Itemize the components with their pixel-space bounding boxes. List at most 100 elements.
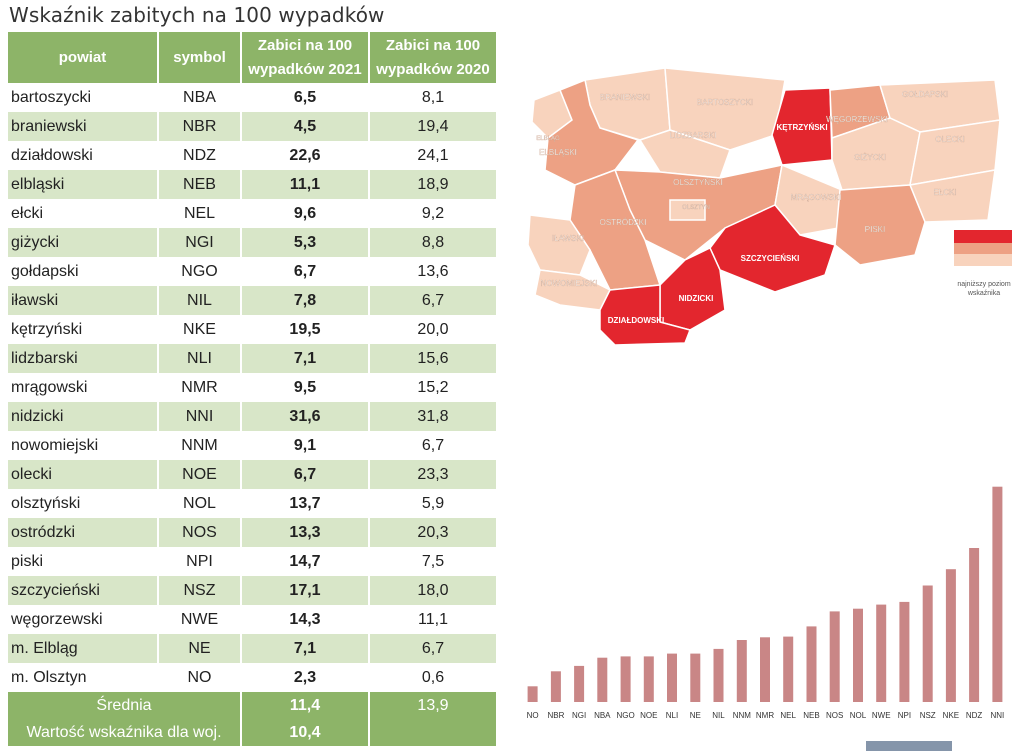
chart-bar-ne xyxy=(690,653,701,702)
summary-row-average: Średnia 11,4 13,9 xyxy=(8,692,498,719)
row-value-2021: 9,1 xyxy=(241,431,370,460)
table-row: nowomiejski NNM 9,1 6,7 xyxy=(8,431,498,460)
row-value-2020: 15,6 xyxy=(369,344,498,373)
row-value-2021: 6,7 xyxy=(241,257,370,286)
map-legend xyxy=(954,230,1012,266)
chart-bar-noe xyxy=(643,656,654,702)
row-name: lidzbarski xyxy=(8,344,159,373)
map-label-nke: KĘTRZYŃSKI xyxy=(776,123,827,132)
row-symbol: NEB xyxy=(158,170,242,199)
row-value-2021: 9,6 xyxy=(241,199,370,228)
row-value-2020: 13,6 xyxy=(369,257,498,286)
row-name: olecki xyxy=(8,460,159,489)
table-row: iławski NIL 7,8 6,7 xyxy=(8,286,498,315)
table-row: kętrzyński NKE 19,5 20,0 xyxy=(8,315,498,344)
chart-bar-ndz xyxy=(969,548,980,702)
chart-tick-label: NGI xyxy=(572,711,586,720)
row-symbol: NO xyxy=(158,663,242,692)
row-symbol: NIL xyxy=(158,286,242,315)
header-2020: Zabici na 100 wypadków 2020 xyxy=(369,32,498,83)
map-region-nni xyxy=(659,246,726,331)
row-value-2020: 11,1 xyxy=(369,605,498,634)
row-name: działdowski xyxy=(8,141,159,170)
chart-bar-nel xyxy=(783,636,794,702)
chart-tick-label: NBA xyxy=(594,711,611,720)
row-name: iławski xyxy=(8,286,159,315)
row-name: ostródzki xyxy=(8,518,159,547)
row-name: bartoszycki xyxy=(8,83,159,112)
row-name: piski xyxy=(8,547,159,576)
map-label-ndz: DZIAŁDOWSKI xyxy=(608,316,664,325)
map-label-nwe: WĘGORZEWSKI xyxy=(826,115,888,124)
row-symbol: NNI xyxy=(158,402,242,431)
row-name: giżycki xyxy=(8,228,159,257)
row-value-2020: 15,2 xyxy=(369,373,498,402)
chart-bar-nba xyxy=(597,657,608,702)
row-symbol: NOL xyxy=(158,489,242,518)
row-name: nowomiejski xyxy=(8,431,159,460)
map-label-nol: OLSZTYŃSKI xyxy=(673,178,723,187)
row-name: węgorzewski xyxy=(8,605,159,634)
legend-swatch-mid xyxy=(954,243,1012,254)
row-value-2021: 2,3 xyxy=(241,663,370,692)
choropleth-map: BRANIEWSKI BARTOSZYCKI KĘTRZYŃSKI WĘGORZEWS… xyxy=(520,60,1020,360)
map-label-nos: OSTRÓDZKI xyxy=(600,218,647,227)
map-label-npi: PISKI xyxy=(865,225,885,234)
chart-tick-label: NGO xyxy=(616,711,634,720)
row-name: kętrzyński xyxy=(8,315,159,344)
chart-bar-nsz xyxy=(922,585,933,702)
table-row: nidzicki NNI 31,6 31,8 xyxy=(8,402,498,431)
map-region-nnm xyxy=(534,269,612,311)
row-name: ełcki xyxy=(8,199,159,228)
row-value-2020: 20,0 xyxy=(369,315,498,344)
legend-swatch-low xyxy=(954,254,1012,266)
chart-tick-label: NSZ xyxy=(920,711,936,720)
chart-tick-label: NNI xyxy=(991,711,1005,720)
row-value-2020: 31,8 xyxy=(369,402,498,431)
row-value-2021: 31,6 xyxy=(241,402,370,431)
chart-bar-ngi xyxy=(574,665,585,702)
page-title: Wskaźnik zabitych na 100 wypadków xyxy=(9,3,385,27)
map-svg: BRANIEWSKI BARTOSZYCKI KĘTRZYŃSKIWĘGORZEWS… xyxy=(527,67,1001,346)
map-label-nsz: SZCZYCIEŃSKI xyxy=(741,254,800,263)
footer-bar xyxy=(866,741,952,751)
chart-tick-label: NKE xyxy=(943,711,959,720)
map-label-nni: NIDZICKI xyxy=(679,294,714,303)
row-name: gołdapski xyxy=(8,257,159,286)
table-row: gołdapski NGO 6,7 13,6 xyxy=(8,257,498,286)
row-value-2020: 9,2 xyxy=(369,199,498,228)
chart-tick-label: NBR xyxy=(547,711,564,720)
chart-bar-nol xyxy=(853,608,863,702)
row-value-2021: 6,7 xyxy=(241,460,370,489)
average-2020: 13,9 xyxy=(369,692,498,719)
map-label-nba: BARTOSZYCKI xyxy=(697,98,753,107)
row-value-2021: 14,7 xyxy=(241,547,370,576)
chart-tick-label: NOS xyxy=(826,711,843,720)
row-value-2020: 5,9 xyxy=(369,489,498,518)
row-value-2021: 4,5 xyxy=(241,112,370,141)
voivodeship-2020-empty xyxy=(369,719,498,746)
row-value-2020: 19,4 xyxy=(369,112,498,141)
row-symbol: NLI xyxy=(158,344,242,373)
chart-tick-label: NIL xyxy=(712,711,725,720)
summary-row-voivodeship: Wartość wskaźnika dla woj. 10,4 xyxy=(8,719,498,746)
chart-tick-label: NEB xyxy=(803,711,819,720)
chart-bar-nbr xyxy=(550,671,561,702)
row-symbol: NGI xyxy=(158,228,242,257)
row-symbol: NBR xyxy=(158,112,242,141)
chart-bar-nos xyxy=(829,611,840,702)
voivodeship-2021: 10,4 xyxy=(241,719,370,746)
table-row: bartoszycki NBA 6,5 8,1 xyxy=(8,83,498,112)
legend-swatch-high xyxy=(954,230,1012,243)
row-symbol: NGO xyxy=(158,257,242,286)
row-symbol: NOE xyxy=(158,460,242,489)
row-name: nidzicki xyxy=(8,402,159,431)
chart-tick-label: NWE xyxy=(872,711,891,720)
table-row: m. Elbląg NE 7,1 6,7 xyxy=(8,634,498,663)
table-row: działdowski NDZ 22,6 24,1 xyxy=(8,141,498,170)
map-label-nli: LIDZBARSKI xyxy=(670,131,717,140)
map-label-noe: OLECKI xyxy=(935,135,964,144)
chart-bar-nli xyxy=(667,653,677,702)
map-label-nnm: NOWOMIEJSKI xyxy=(541,279,598,288)
row-value-2021: 19,5 xyxy=(241,315,370,344)
